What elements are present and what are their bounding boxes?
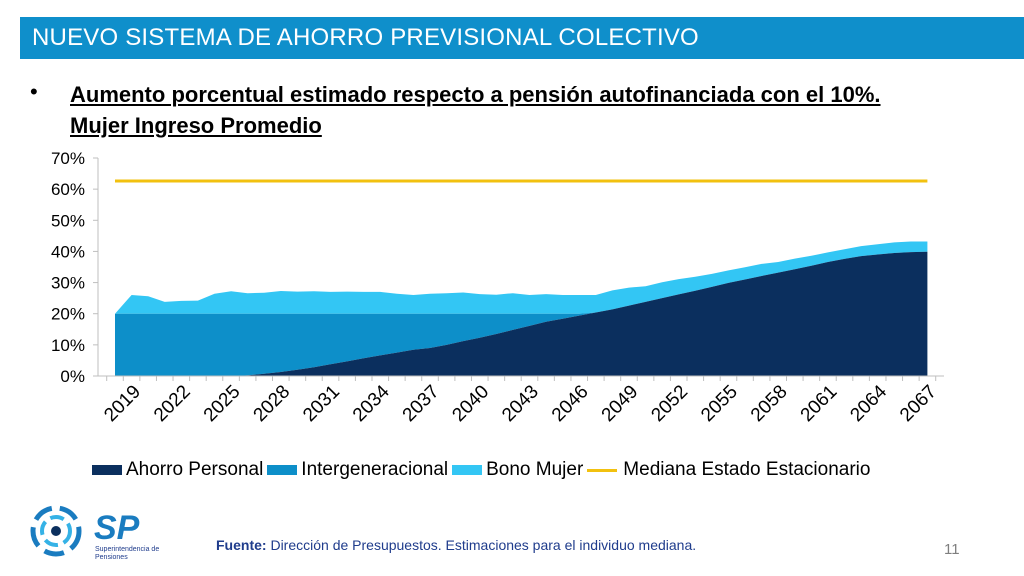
x-tick-label: 2022 (150, 381, 195, 426)
logo-line-2: Pensiones (95, 554, 128, 561)
x-tick-label: 2019 (100, 381, 145, 426)
legend-item-intergeneracional: Intergeneracional (267, 459, 448, 481)
y-tick-label: 0% (60, 367, 85, 386)
source-note: Fuente: Dirección de Presupuestos. Estim… (216, 537, 696, 553)
y-tick-label: 10% (51, 336, 85, 355)
legend-label-intergeneracional: Intergeneracional (301, 459, 449, 480)
y-tick-label: 40% (51, 242, 85, 261)
x-tick-label: 2043 (498, 381, 543, 426)
y-tick-label: 20% (51, 305, 85, 324)
legend-label-mediana: Mediana Estado Estacionario (623, 459, 871, 480)
legend-item-bono-mujer: Bono Mujer (452, 459, 583, 481)
legend-item-ahorro-personal: Ahorro Personal (92, 459, 263, 481)
title-bar: NUEVO SISTEMA DE AHORRO PREVISIONAL COLE… (20, 17, 1024, 59)
sp-logo: SP Superintendencia de Pensiones (28, 503, 188, 563)
y-tick-label: 30% (51, 274, 85, 293)
legend-swatch-intergeneracional (267, 465, 298, 475)
sp-logo-mark: SP Superintendencia de Pensiones (30, 505, 159, 561)
legend-swatch-mediana (587, 468, 618, 472)
x-tick-label: 2031 (299, 381, 344, 426)
legend-swatch-ahorro-personal (92, 465, 122, 475)
subtitle-line-1: Aumento porcentual estimado respecto a p… (70, 82, 881, 107)
logo-line-1: Superintendencia de (95, 546, 159, 553)
series-ahorro-personal (115, 251, 928, 376)
x-tick-label: 2040 (448, 381, 493, 426)
logo-letters: SP (94, 509, 140, 547)
x-tick-label: 2052 (647, 381, 692, 426)
x-tick-label: 2034 (349, 381, 394, 426)
chart-legend: Ahorro Personal Intergeneracional Bono M… (92, 458, 874, 482)
page-number: 11 (944, 541, 960, 558)
x-tick-label: 2025 (200, 381, 245, 426)
x-tick-label: 2028 (250, 381, 295, 426)
legend-label-ahorro-personal: Ahorro Personal (126, 459, 264, 480)
y-tick-label: 70% (51, 149, 85, 168)
legend-item-mediana: Mediana Estado Estacionario (587, 459, 870, 481)
y-tick-label: 50% (51, 211, 85, 230)
x-tick-label: 2067 (896, 381, 941, 426)
source-label: Fuente: (216, 537, 267, 553)
x-tick-label: 2058 (747, 381, 792, 426)
x-tick-label: 2064 (846, 381, 891, 426)
source-text: Dirección de Presupuestos. Estimaciones … (266, 537, 697, 553)
subtitle-line-2: Mujer Ingreso Promedio (70, 113, 322, 138)
bullet-dot: • (30, 79, 38, 104)
x-tick-label: 2061 (797, 381, 842, 426)
x-tick-label: 2055 (697, 381, 742, 426)
legend-swatch-bono-mujer (452, 465, 483, 475)
x-tick-label: 2037 (399, 381, 444, 426)
series-intergeneracional (115, 251, 928, 376)
slide-title: NUEVO SISTEMA DE AHORRO PREVISIONAL COLE… (32, 24, 699, 51)
y-tick-label: 60% (51, 180, 85, 199)
stacked-area-chart: 0%10%20%30%40%50%60%70%2019 2022 2025 2028 2… (51, 149, 944, 426)
series-bono-mujer (115, 241, 928, 314)
chart-subtitle: Aumento porcentual estimado respecto a p… (70, 79, 970, 141)
legend-label-bono-mujer: Bono Mujer (486, 459, 584, 480)
x-tick-label: 2046 (548, 381, 593, 426)
x-tick-label: 2049 (598, 381, 643, 426)
